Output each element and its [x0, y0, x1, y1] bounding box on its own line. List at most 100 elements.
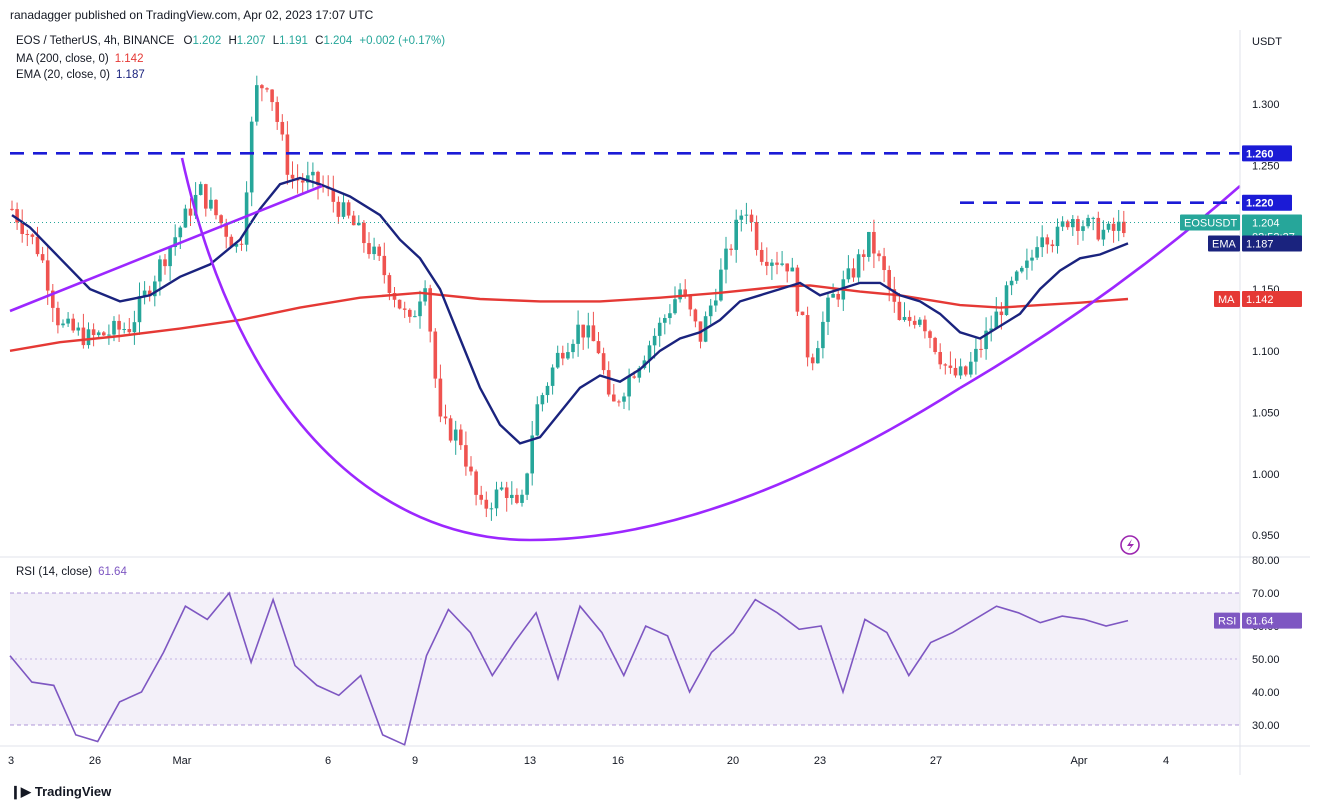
candle-body	[673, 299, 677, 314]
candle-body	[244, 192, 249, 245]
rsi-tick-label: 40.00	[1252, 687, 1280, 699]
tradingview-logo[interactable]: ❙▶ TradingView	[10, 784, 111, 800]
candle-body	[392, 292, 397, 300]
symbol-title: EOS / TetherUS, 4h, BINANCE	[16, 35, 175, 47]
candle-body	[280, 121, 285, 135]
publisher-caption: ranadagger published on TradingView.com,…	[10, 8, 374, 22]
candle-body	[265, 88, 269, 90]
candle-body	[902, 316, 907, 321]
candle-body	[1060, 221, 1065, 227]
candle-body	[229, 236, 234, 247]
candle-body	[887, 270, 891, 290]
candle-body	[91, 329, 96, 336]
candle-body	[535, 404, 540, 436]
ema-legend: EMA (20, close, 0) 1.187	[16, 69, 145, 81]
candle-body	[861, 254, 866, 257]
candle-body	[168, 247, 172, 267]
candle-body	[255, 85, 259, 122]
candle-body	[795, 267, 800, 312]
price-tick-label: 1.100	[1252, 346, 1280, 358]
candle-body	[377, 246, 381, 256]
candle-body	[780, 263, 784, 265]
candle-body	[35, 236, 40, 255]
date-tick-label: Mar	[173, 755, 192, 767]
candle-body	[1040, 237, 1044, 248]
candle-body	[953, 367, 958, 376]
candle-body	[724, 248, 728, 270]
tag-symbol-bg	[1180, 214, 1240, 231]
candle-body	[540, 395, 545, 405]
candle-body	[96, 332, 101, 336]
currency-label: USDT	[1252, 36, 1282, 48]
rsi-tick-label: 30.00	[1252, 720, 1280, 732]
candle-body	[810, 357, 815, 364]
ma-line	[9, 284, 1129, 352]
candle-body	[346, 202, 351, 216]
candle-body	[428, 288, 432, 332]
candle-body	[204, 184, 208, 209]
candle-body	[413, 316, 417, 318]
candle-body	[948, 365, 953, 368]
candle-body	[882, 256, 886, 271]
date-tick-label: 23	[814, 755, 826, 767]
symbol-legend: EOS / TetherUS, 4h, BINANCE O1.202 H1.20…	[16, 35, 445, 47]
candle-body	[1122, 221, 1126, 234]
candle-body	[311, 171, 315, 176]
candle-body	[561, 352, 565, 359]
candle-body	[770, 262, 774, 266]
tag-symbol: EOSUSDT	[1184, 217, 1237, 229]
candle-body	[117, 320, 121, 330]
date-tick-label: 9	[412, 755, 418, 767]
candle-body	[153, 281, 157, 297]
candle-body	[122, 329, 126, 331]
candle-body	[622, 396, 626, 402]
date-tick-label: 6	[325, 755, 331, 767]
candle-body	[351, 215, 356, 226]
lightning-alert-icon[interactable]	[1120, 535, 1140, 555]
rsi-legend-value: 61.64	[98, 566, 127, 578]
candle-body	[1045, 237, 1050, 245]
candle-body	[66, 318, 70, 324]
candle-body	[504, 487, 509, 498]
candle-body	[663, 318, 667, 323]
candle-body	[994, 311, 999, 329]
candle-body	[856, 254, 861, 278]
candle-body	[20, 222, 24, 234]
candle-body	[591, 325, 596, 342]
candle-body	[606, 370, 611, 395]
candle-body	[453, 429, 458, 441]
candle-body	[316, 171, 320, 186]
candle-body	[56, 307, 60, 326]
candle-body	[759, 249, 764, 262]
ema-legend-label: EMA (20, close, 0)	[16, 69, 110, 81]
candle-body	[933, 337, 937, 353]
candle-body	[571, 343, 575, 353]
candle-body	[708, 305, 713, 317]
candle-body	[489, 508, 494, 510]
ohlc-high-label: H	[228, 35, 237, 47]
ohlc-open: 1.202	[192, 35, 222, 47]
candle-body	[249, 121, 254, 193]
candle-body	[178, 227, 183, 238]
tag-last-price: 1.204	[1252, 217, 1280, 229]
candle-body	[459, 429, 463, 446]
candle-body	[1020, 267, 1024, 272]
candle-body	[652, 335, 657, 346]
candle-body	[418, 301, 422, 317]
candle-body	[448, 418, 453, 441]
price-tick-label: 1.050	[1252, 408, 1280, 420]
tag-ema-name-bg	[1208, 235, 1240, 252]
candle-body	[785, 263, 789, 272]
candle-body	[520, 494, 524, 503]
candle-body	[234, 243, 239, 247]
tag-1220-bg	[1242, 194, 1292, 211]
candle-body	[918, 319, 922, 325]
candle-body	[688, 295, 693, 310]
candle-body	[224, 223, 228, 237]
candle-body	[1111, 223, 1116, 231]
candle-body	[51, 290, 55, 308]
date-tick-label: 3	[8, 755, 14, 767]
tradingview-logo-icon: ❙▶	[10, 784, 31, 799]
candle-body	[714, 300, 718, 306]
